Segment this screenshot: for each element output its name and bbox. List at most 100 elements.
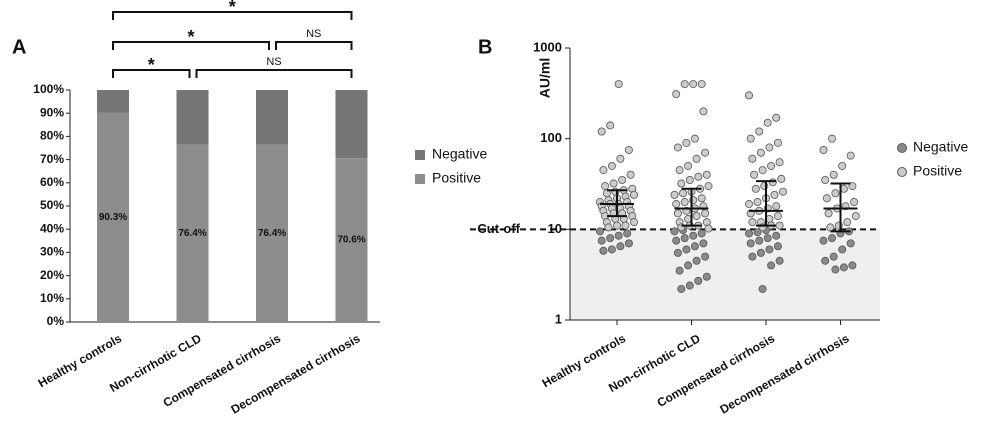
data-point <box>677 284 686 293</box>
data-point <box>775 256 784 265</box>
y-tick-label: 100% <box>33 82 64 96</box>
data-point <box>846 151 855 160</box>
y-tick-label: 50% <box>40 198 64 212</box>
data-point <box>699 107 708 116</box>
data-point <box>748 154 757 163</box>
legend-label: Negative <box>432 146 487 162</box>
data-point <box>680 234 689 243</box>
data-point <box>763 234 772 243</box>
data-point <box>851 212 860 221</box>
data-point <box>745 200 754 209</box>
data-point <box>618 176 627 185</box>
data-point <box>697 80 706 89</box>
data-point <box>750 170 759 179</box>
data-point <box>701 148 710 157</box>
data-point <box>745 229 754 238</box>
data-point <box>673 143 682 152</box>
data-point <box>772 113 781 122</box>
data-point <box>779 187 788 196</box>
data-point <box>670 190 679 199</box>
data-point <box>604 223 613 232</box>
y-tick-label: 100 <box>540 130 562 145</box>
y-tick-label: 80% <box>40 129 64 143</box>
data-point <box>685 281 694 290</box>
data-point <box>831 265 840 274</box>
data-point <box>675 166 684 175</box>
legend-label: Positive <box>432 170 481 186</box>
legend-swatch <box>415 150 425 160</box>
data-point <box>609 179 618 188</box>
data-point <box>704 182 713 191</box>
x-tick-label: Decompensated cirrhosis <box>718 331 852 417</box>
significance-label: * <box>148 55 155 75</box>
data-point <box>690 242 699 251</box>
data-point <box>672 236 681 245</box>
data-point <box>763 118 772 127</box>
data-point <box>838 161 847 170</box>
data-point <box>748 252 757 261</box>
data-point <box>765 143 774 152</box>
legend-swatch <box>897 167 907 177</box>
y-axis-label: AU/ml <box>537 58 553 98</box>
bar-segment <box>176 90 209 145</box>
data-point <box>824 209 833 218</box>
data-point <box>690 134 699 143</box>
data-point <box>596 227 605 236</box>
significance-bracket <box>275 41 353 50</box>
bar-segment <box>97 112 129 322</box>
significance-label: * <box>187 27 194 47</box>
data-point <box>748 218 757 227</box>
value-label: 76.4% <box>258 228 286 239</box>
data-point <box>597 127 606 136</box>
value-label: 90.3% <box>99 212 127 223</box>
data-point <box>848 182 857 191</box>
data-point <box>756 248 765 257</box>
data-point <box>607 245 616 254</box>
data-point <box>746 239 755 248</box>
legend-label: Positive <box>913 163 962 179</box>
bar-segment <box>176 144 209 322</box>
legend-swatch <box>897 143 907 153</box>
data-point <box>689 231 698 240</box>
data-point <box>822 194 831 203</box>
data-point <box>684 261 693 270</box>
panel-label: A <box>12 36 26 58</box>
data-point <box>821 176 830 185</box>
data-point <box>753 228 762 237</box>
data-point <box>673 209 682 218</box>
y-tick-label: 60% <box>40 175 64 189</box>
data-point <box>680 80 689 89</box>
data-point <box>821 256 830 265</box>
data-point <box>751 184 760 193</box>
data-point <box>828 234 837 243</box>
data-point <box>694 172 703 181</box>
data-point <box>753 198 762 207</box>
data-point <box>601 182 610 191</box>
data-point <box>765 245 774 254</box>
data-point <box>599 246 608 255</box>
y-tick-label: 40% <box>40 221 64 235</box>
y-tick-label: 30% <box>40 245 64 259</box>
data-point <box>689 80 698 89</box>
data-point <box>597 236 606 245</box>
data-point <box>839 263 848 272</box>
significance-bracket <box>112 11 353 20</box>
data-point <box>606 234 615 243</box>
data-point <box>692 256 701 265</box>
data-point <box>775 158 784 167</box>
data-point <box>850 198 859 207</box>
y-tick-label: 90% <box>40 105 64 119</box>
data-point <box>599 166 608 175</box>
x-tick-label: Decompensated cirrhosis <box>229 331 363 417</box>
data-point <box>670 227 679 236</box>
data-point <box>826 223 835 232</box>
data-point <box>685 176 694 185</box>
bar-segment <box>335 90 368 159</box>
significance-bracket <box>112 69 191 78</box>
data-point <box>679 189 688 198</box>
significance-bracket <box>112 41 270 50</box>
data-point <box>819 236 828 245</box>
data-point <box>704 224 713 233</box>
data-point <box>616 242 625 251</box>
data-point <box>672 90 681 99</box>
